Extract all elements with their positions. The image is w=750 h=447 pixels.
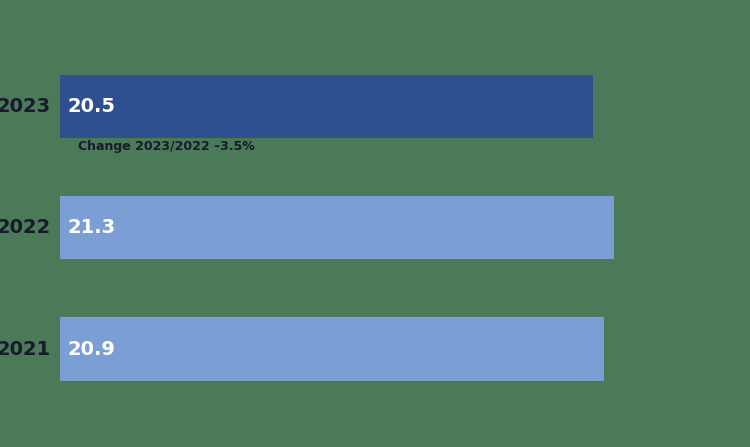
- Text: 21.3: 21.3: [68, 218, 116, 237]
- Text: 20.9: 20.9: [68, 340, 116, 358]
- Text: 2022: 2022: [0, 218, 51, 237]
- Bar: [60, 317, 604, 380]
- Text: Change 2023/2022 –3.5%: Change 2023/2022 –3.5%: [78, 140, 255, 153]
- Text: 20.5: 20.5: [68, 97, 116, 116]
- Bar: [60, 75, 593, 138]
- Text: 2021: 2021: [0, 340, 51, 358]
- Text: 2023: 2023: [0, 97, 51, 116]
- Bar: [60, 196, 614, 259]
